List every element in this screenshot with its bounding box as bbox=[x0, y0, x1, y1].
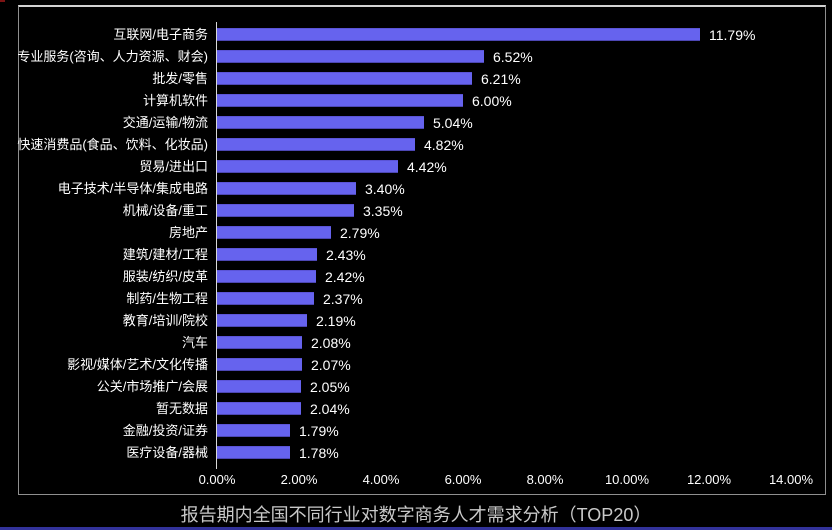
value-label: 2.04% bbox=[310, 401, 350, 417]
bar bbox=[217, 446, 290, 459]
category-label: 房地产 bbox=[168, 225, 208, 240]
value-label: 2.79% bbox=[340, 225, 380, 241]
bar bbox=[217, 204, 354, 217]
bottom-strip bbox=[0, 527, 832, 530]
x-axis-tick-label: 2.00% bbox=[280, 472, 318, 487]
x-axis-tick-label: 0.00% bbox=[198, 472, 236, 487]
bar-row: 影视/媒体/艺术/文化传播 2.07% bbox=[0, 355, 832, 375]
bar bbox=[217, 292, 314, 305]
value-label: 3.35% bbox=[363, 203, 403, 219]
category-label: 影视/媒体/艺术/文化传播 bbox=[67, 357, 208, 372]
bar bbox=[217, 380, 301, 393]
bar-row: 交通/运输/物流 5.04% bbox=[0, 113, 832, 133]
bar bbox=[217, 336, 302, 349]
bar bbox=[217, 402, 301, 415]
category-label: 金融/投资/证券 bbox=[122, 423, 208, 438]
bar bbox=[217, 28, 700, 41]
bar-row: 计算机软件 6.00% bbox=[0, 91, 832, 111]
value-label: 2.37% bbox=[323, 291, 363, 307]
value-label: 11.79% bbox=[709, 27, 756, 43]
x-axis-tick-label: 14.00% bbox=[768, 472, 814, 487]
category-label: 服装/纺织/皮革 bbox=[122, 269, 208, 284]
value-label: 6.00% bbox=[472, 93, 512, 109]
bar-row: 机械/设备/重工 3.35% bbox=[0, 201, 832, 221]
chart-title: 报告期内全国不同行业对数字商务人才需求分析（TOP20） bbox=[180, 505, 652, 525]
bar bbox=[217, 94, 463, 107]
value-label: 6.52% bbox=[493, 49, 533, 65]
value-label: 4.42% bbox=[407, 159, 447, 175]
bar-row: 公关/市场推广/会展 2.05% bbox=[0, 377, 832, 397]
bar-row: 快速消费品(食品、饮料、化妆品) 4.82% bbox=[0, 135, 832, 155]
bar-row: 批发/零售 6.21% bbox=[0, 69, 832, 89]
bar-row: 服装/纺织/皮革 2.42% bbox=[0, 267, 832, 287]
value-label: 2.19% bbox=[316, 313, 356, 329]
bar-row: 贸易/进出口 4.42% bbox=[0, 157, 832, 177]
category-label: 教育/培训/院校 bbox=[122, 313, 208, 328]
value-label: 5.04% bbox=[433, 115, 473, 131]
bar-row: 医疗设备/器械 1.78% bbox=[0, 443, 832, 463]
bar bbox=[217, 116, 424, 129]
y-axis-line bbox=[216, 22, 217, 469]
bar bbox=[217, 160, 398, 173]
bar bbox=[217, 314, 307, 327]
bar-row: 专业服务(咨询、人力资源、财会) 6.52% bbox=[0, 47, 832, 67]
category-label: 互联网/电子商务 bbox=[113, 27, 208, 42]
bar-row: 暂无数据 2.04% bbox=[0, 399, 832, 419]
bar-rows: 互联网/电子商务 11.79% 专业服务(咨询、人力资源、财会) 6.52% 批发/零售… bbox=[0, 25, 832, 463]
bar bbox=[217, 72, 472, 85]
category-label: 快速消费品(食品、饮料、化妆品) bbox=[17, 137, 208, 152]
x-axis-tick-label: 10.00% bbox=[604, 472, 650, 487]
category-label: 建筑/建材/工程 bbox=[122, 247, 208, 262]
bar-row: 互联网/电子商务 11.79% bbox=[0, 25, 832, 45]
bar bbox=[217, 182, 356, 195]
category-label: 贸易/进出口 bbox=[139, 159, 208, 174]
bar bbox=[217, 424, 290, 437]
category-label: 电子技术/半导体/集成电路 bbox=[57, 181, 208, 196]
value-label: 2.07% bbox=[311, 357, 351, 373]
bar-row: 电子技术/半导体/集成电路 3.40% bbox=[0, 179, 832, 199]
category-label: 交通/运输/物流 bbox=[122, 115, 208, 130]
category-label: 公关/市场推广/会展 bbox=[96, 379, 208, 394]
value-label: 1.79% bbox=[299, 423, 339, 439]
category-label: 计算机软件 bbox=[142, 93, 208, 108]
bar-row: 教育/培训/院校 2.19% bbox=[0, 311, 832, 331]
bar bbox=[217, 270, 316, 283]
bar-row: 房地产 2.79% bbox=[0, 223, 832, 243]
bar-row: 建筑/建材/工程 2.43% bbox=[0, 245, 832, 265]
category-label: 专业服务(咨询、人力资源、财会) bbox=[17, 49, 208, 64]
bar-row: 金融/投资/证券 1.79% bbox=[0, 421, 832, 441]
value-label: 4.82% bbox=[424, 137, 464, 153]
bar bbox=[217, 248, 317, 261]
bar bbox=[217, 226, 331, 239]
screen-artifact bbox=[0, 0, 5, 2]
bar bbox=[217, 50, 484, 63]
category-label: 医疗设备/器械 bbox=[126, 445, 208, 460]
plot-frame bbox=[18, 5, 826, 495]
value-label: 2.43% bbox=[326, 247, 366, 263]
bar-row: 制药/生物工程 2.37% bbox=[0, 289, 832, 309]
x-axis-tick-label: 8.00% bbox=[526, 472, 564, 487]
category-label: 机械/设备/重工 bbox=[122, 203, 208, 218]
x-axis-tick-label: 6.00% bbox=[444, 472, 482, 487]
value-label: 6.21% bbox=[481, 71, 521, 87]
category-label: 汽车 bbox=[181, 335, 208, 350]
category-label: 暂无数据 bbox=[155, 401, 208, 416]
value-label: 2.08% bbox=[311, 335, 351, 351]
value-label: 2.42% bbox=[325, 269, 365, 285]
value-label: 1.78% bbox=[299, 445, 339, 461]
x-axis-tick-label: 4.00% bbox=[362, 472, 400, 487]
value-label: 2.05% bbox=[310, 379, 350, 395]
category-label: 批发/零售 bbox=[152, 71, 208, 86]
bar bbox=[217, 358, 302, 371]
bar-row: 汽车 2.08% bbox=[0, 333, 832, 353]
category-label: 制药/生物工程 bbox=[126, 291, 208, 306]
value-label: 3.40% bbox=[365, 181, 405, 197]
bar bbox=[217, 138, 415, 151]
x-axis-tick-label: 12.00% bbox=[686, 472, 732, 487]
